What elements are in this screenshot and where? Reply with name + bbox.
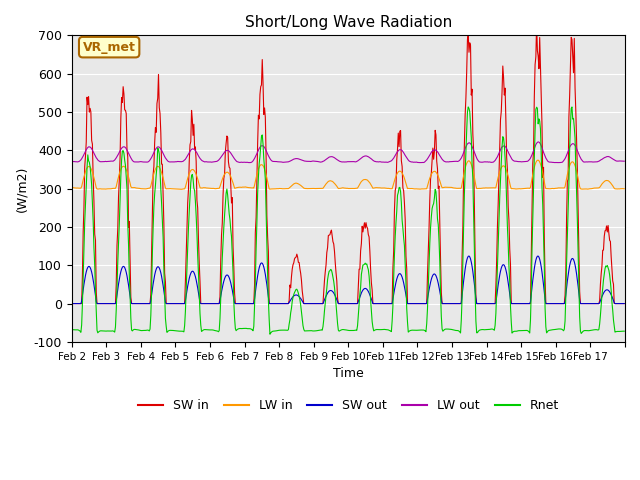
Legend: SW in, LW in, SW out, LW out, Rnet: SW in, LW in, SW out, LW out, Rnet bbox=[133, 394, 564, 417]
Y-axis label: (W/m2): (W/m2) bbox=[15, 166, 28, 212]
Title: Short/Long Wave Radiation: Short/Long Wave Radiation bbox=[244, 15, 452, 30]
X-axis label: Time: Time bbox=[333, 367, 364, 380]
Text: VR_met: VR_met bbox=[83, 41, 136, 54]
